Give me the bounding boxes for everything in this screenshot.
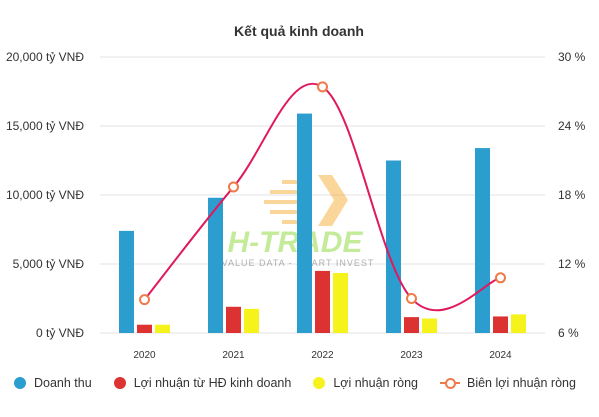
bar-revenue: [386, 160, 401, 333]
net-margin-point: [406, 293, 417, 304]
x-tick-label: 2023: [400, 350, 423, 361]
bar-net-profit: [333, 272, 348, 333]
bar-revenue: [475, 148, 490, 333]
chart-svg: Kết quả kinh doanh H-TRADE VALUE DATA - …: [6, 23, 586, 361]
legend-label: Lợi nhuận ròng: [333, 376, 418, 390]
y-left-tick-label: 20,000 tỷ VNĐ: [6, 50, 84, 64]
bar-operating-profit: [493, 316, 508, 333]
x-axis: 2020 2021 2022 2023 2024: [133, 350, 512, 361]
y-axis-left: 0 tỷ VNĐ 5,000 tỷ VNĐ 10,000 tỷ VNĐ 15,000 …: [6, 50, 84, 340]
bar-net-profit: [422, 318, 437, 333]
legend-label: Lợi nhuận từ HĐ kinh doanh: [133, 376, 292, 390]
legend-item-revenue[interactable]: Doanh thu: [14, 376, 92, 390]
y-left-tick-label: 10,000 tỷ VNĐ: [6, 188, 84, 202]
bar-net-profit: [511, 314, 526, 333]
legend: Doanh thu Lợi nhuận từ HĐ kinh doanh Lợi…: [14, 376, 594, 390]
y-right-tick-label: 12 %: [558, 257, 586, 271]
legend-label: Doanh thu: [34, 376, 92, 390]
bar-revenue: [208, 197, 223, 333]
margin-line: [139, 81, 506, 312]
legend-item-net-profit[interactable]: Lợi nhuận ròng: [313, 376, 418, 390]
y-left-tick-label: 15,000 tỷ VNĐ: [6, 119, 84, 133]
bar-net-profit: [244, 308, 259, 333]
x-tick-label: 2021: [222, 350, 245, 361]
watermark-brand: H-TRADE: [228, 226, 364, 259]
bar-revenue: [297, 113, 312, 333]
net-margin-point: [317, 81, 328, 93]
y-left-tick-label: 5,000 tỷ VNĐ: [13, 257, 85, 271]
y-right-tick-label: 18 %: [558, 188, 586, 202]
y-right-tick-label: 24 %: [558, 119, 586, 133]
y-right-tick-label: 30 %: [558, 50, 586, 64]
net-margin-point: [139, 294, 150, 306]
bars: [119, 113, 526, 333]
legend-line-icon: [439, 377, 460, 389]
gridlines: [100, 56, 545, 334]
net-margin-point: [495, 272, 506, 284]
x-tick-label: 2020: [133, 350, 156, 361]
bar-operating-profit: [137, 324, 152, 333]
x-tick-label: 2022: [311, 350, 334, 361]
legend-item-operating-profit[interactable]: Lợi nhuận từ HĐ kinh doanh: [113, 376, 292, 390]
bar-operating-profit: [404, 317, 419, 333]
net-margin-point: [228, 181, 239, 193]
legend-label: Biên lợi nhuận ròng: [466, 376, 576, 390]
bar-operating-profit: [315, 270, 330, 333]
x-tick-label: 2024: [489, 350, 512, 361]
bar-operating-profit: [226, 306, 241, 333]
legend-dot-icon: [313, 377, 326, 389]
y-left-tick-label: 0 tỷ VNĐ: [36, 326, 84, 340]
y-right-tick-label: 6 %: [558, 326, 579, 340]
bar-net-profit: [155, 324, 170, 333]
legend-item-net-margin[interactable]: Biên lợi nhuận ròng: [439, 376, 576, 390]
chart-title: Kết quả kinh doanh: [234, 23, 364, 39]
legend-dot-icon: [113, 377, 126, 389]
legend-dot-icon: [14, 377, 26, 389]
y-axis-right: 6 % 12 % 18 % 24 % 30 %: [558, 50, 586, 340]
bar-revenue: [119, 230, 134, 333]
